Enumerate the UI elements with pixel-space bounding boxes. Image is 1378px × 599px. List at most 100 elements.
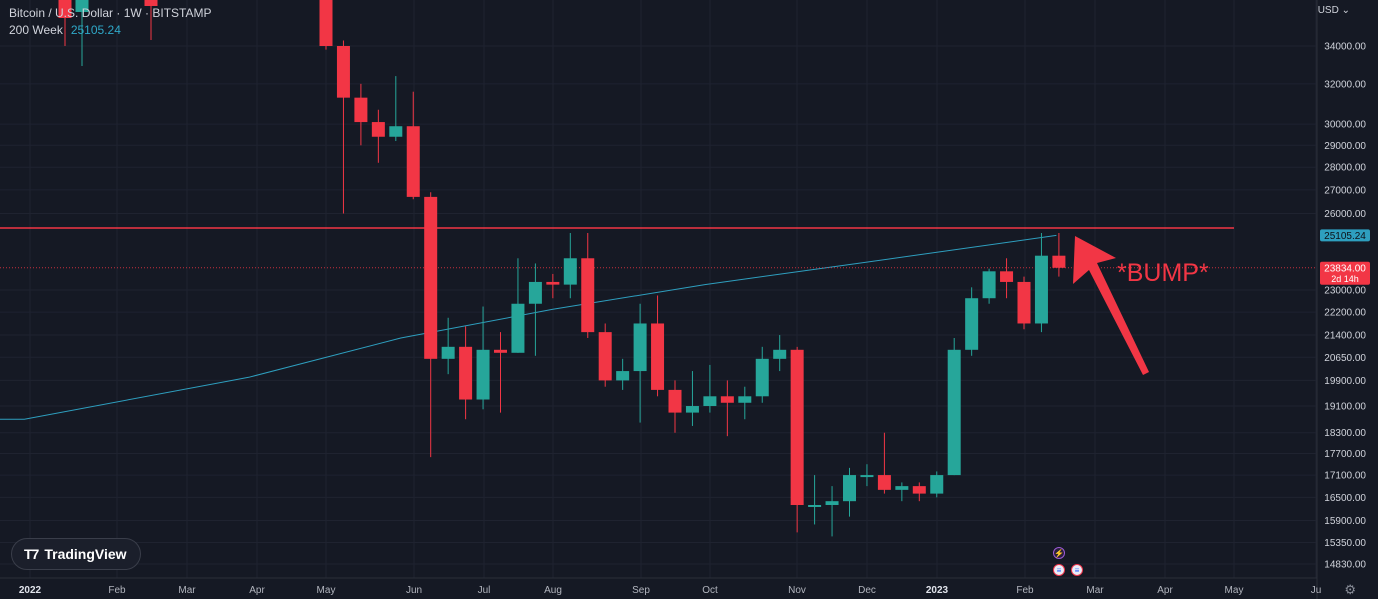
ma-200-week-line: [0, 234, 1057, 420]
candle-body: [1034, 255, 1048, 324]
candle-body: [1017, 281, 1031, 324]
candle-body: [616, 371, 630, 381]
ma-price-label: 25105.24: [1324, 231, 1366, 242]
gear-icon[interactable]: ⚙: [1344, 582, 1356, 597]
indicator-name: 200 Week: [9, 23, 63, 37]
y-tick-label: 19900.00: [1324, 376, 1366, 387]
y-tick-label: 34000.00: [1324, 42, 1366, 53]
y-tick-label: 29000.00: [1324, 141, 1366, 152]
candle-body: [336, 46, 350, 98]
candle-body: [144, 0, 158, 6]
candle-body: [825, 501, 839, 505]
y-tick-label: 16500.00: [1324, 493, 1366, 504]
indicator-value: 25105.24: [70, 23, 121, 37]
x-tick-label: Nov: [788, 585, 806, 596]
candle-body: [930, 475, 944, 494]
candle-body: [424, 196, 438, 359]
candle-body: [371, 122, 385, 137]
y-tick-label: 18300.00: [1324, 428, 1366, 439]
y-tick-label: 30000.00: [1324, 120, 1366, 131]
x-tick-label: Apr: [1157, 585, 1173, 596]
candle-body: [773, 349, 787, 359]
candle-body: [668, 389, 682, 413]
candle-body: [1052, 255, 1066, 268]
candle-body: [319, 0, 333, 46]
indicator-legend: 200 Week 25105.24: [9, 22, 211, 39]
countdown-label: 2d 14h: [1331, 274, 1359, 284]
y-tick-label: 27000.00: [1324, 185, 1366, 196]
candle-body: [441, 346, 455, 359]
candle-body: [738, 396, 752, 403]
candle-body: [790, 349, 804, 505]
chevron-down-icon: ⌄: [1341, 5, 1350, 16]
candle-body: [720, 396, 734, 403]
candle-body: [528, 281, 542, 304]
candle-body: [755, 358, 769, 397]
x-tick-label: May: [317, 585, 336, 596]
chart-legend: Bitcoin / U.S. Dollar · 1W · BITSTAMP 20…: [9, 5, 211, 39]
ma-price-label-bg: [1320, 229, 1370, 242]
candle-body: [389, 126, 403, 137]
candle-body: [947, 349, 961, 476]
x-tick-label: Feb: [108, 585, 126, 596]
last-price-label: 23834.00: [1324, 263, 1366, 274]
y-tick-label: 22200.00: [1324, 308, 1366, 319]
candle-body: [546, 281, 560, 285]
candle-body: [843, 475, 856, 502]
y-tick-label: 17100.00: [1324, 471, 1366, 482]
candle-body: [1000, 271, 1014, 282]
brand-name: TradingView: [44, 546, 127, 562]
x-tick-label: Jun: [406, 585, 422, 596]
x-tick-label: Mar: [1086, 585, 1104, 596]
x-tick-label: Ju: [1311, 585, 1322, 596]
y-tick-label: 15900.00: [1324, 516, 1366, 527]
tradingview-logo[interactable]: T7 TradingView: [11, 538, 141, 570]
y-tick-label: 23000.00: [1324, 286, 1366, 297]
candle-body: [651, 323, 665, 390]
x-tick-label: 2023: [926, 585, 949, 596]
x-tick-label: Jul: [478, 585, 491, 596]
annotation-arrow: [1073, 236, 1149, 375]
candle-body: [511, 303, 525, 353]
candle-body: [459, 346, 473, 400]
y-tick-label: 14830.00: [1324, 560, 1366, 571]
y-tick-label: 15350.00: [1324, 538, 1366, 549]
lightning-event-icon[interactable]: ⚡: [1053, 547, 1065, 559]
y-tick-label: 32000.00: [1324, 79, 1366, 90]
candle-body: [965, 298, 979, 350]
candle-body: [877, 475, 891, 490]
x-tick-label: Dec: [858, 585, 876, 596]
y-tick-label: 20650.00: [1324, 353, 1366, 364]
candle-body: [860, 475, 874, 478]
us-flag-event-icon[interactable]: ≡: [1053, 564, 1065, 576]
y-tick-label: 19100.00: [1324, 402, 1366, 413]
candle-body: [58, 0, 72, 18]
candle-body: [982, 271, 996, 299]
candle-body: [354, 97, 368, 123]
tradingview-mark-icon: T7: [24, 546, 39, 562]
us-flag-event-icon[interactable]: ≡: [1071, 564, 1083, 576]
candle-body: [912, 486, 926, 494]
y-tick-label: 21400.00: [1324, 331, 1366, 342]
currency-selector[interactable]: USD ⌄: [1318, 5, 1350, 16]
candle-body: [895, 486, 909, 490]
candle-body: [598, 332, 612, 381]
y-tick-label: 28000.00: [1324, 163, 1366, 174]
candle-body: [494, 349, 507, 353]
x-tick-label: Aug: [544, 585, 562, 596]
y-tick-label: 26000.00: [1324, 209, 1366, 220]
candle-body: [808, 504, 822, 507]
candle-body: [406, 126, 420, 197]
last-price-label-bg: [1320, 261, 1370, 285]
annotation-text: *BUMP*: [1117, 259, 1209, 287]
candle-body: [633, 323, 647, 372]
x-tick-label: Feb: [1016, 585, 1034, 596]
candle-body: [685, 406, 699, 413]
candle-body: [75, 0, 89, 12]
candle-body: [563, 258, 577, 285]
x-tick-label: Oct: [702, 585, 718, 596]
x-tick-label: Sep: [632, 585, 650, 596]
candle-body: [703, 396, 717, 407]
symbol-title: Bitcoin / U.S. Dollar · 1W · BITSTAMP: [9, 6, 212, 20]
